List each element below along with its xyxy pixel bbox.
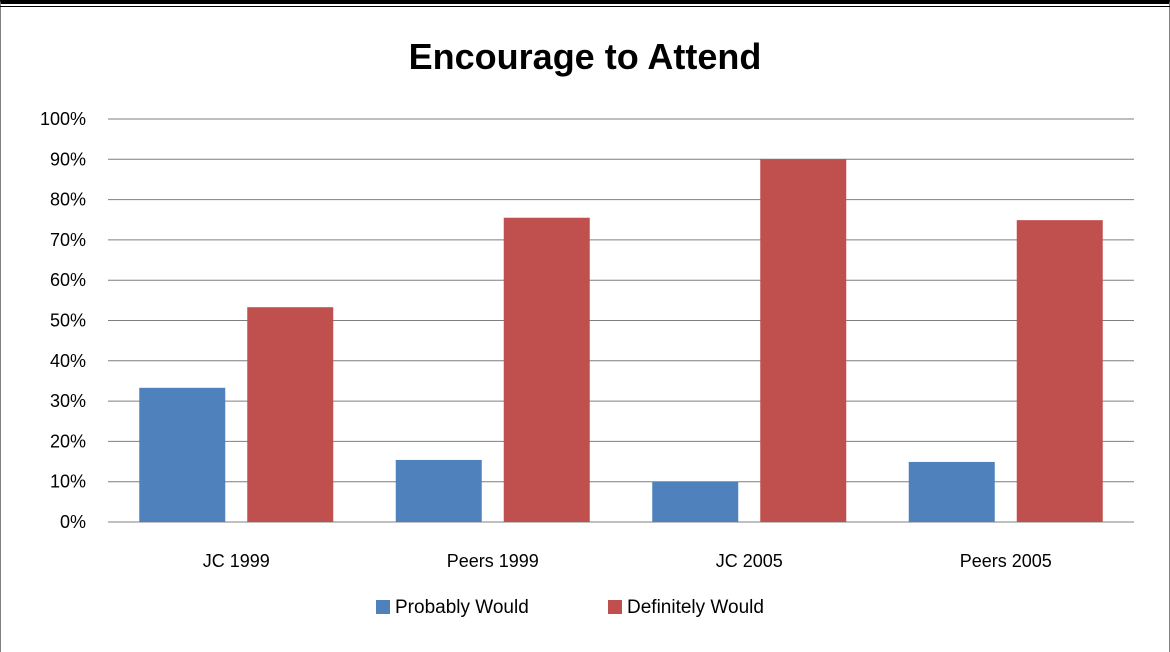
x-category-label: JC 1999 xyxy=(203,551,270,571)
legend-label: Probably Would xyxy=(395,597,529,618)
legend-swatch xyxy=(376,600,390,614)
chart-title: Encourage to Attend xyxy=(408,36,762,77)
bar xyxy=(652,481,739,522)
bar xyxy=(503,217,590,523)
bar xyxy=(139,387,226,522)
x-category-label: Peers 1999 xyxy=(447,551,539,571)
y-tick-label: 90% xyxy=(50,149,86,169)
y-tick-label: 100% xyxy=(40,109,86,129)
bar xyxy=(908,461,995,522)
y-tick-label: 40% xyxy=(50,351,86,371)
y-tick-label: 20% xyxy=(50,431,86,451)
y-tick-label: 0% xyxy=(60,512,86,532)
bar xyxy=(1016,220,1103,522)
x-category-label: Peers 2005 xyxy=(960,551,1052,571)
y-tick-label: 80% xyxy=(50,190,86,210)
y-tick-label: 70% xyxy=(50,230,86,250)
legend-label: Definitely Would xyxy=(627,597,764,618)
bar xyxy=(247,307,334,522)
bar xyxy=(395,459,482,522)
y-tick-label: 10% xyxy=(50,472,86,492)
x-category-label: JC 2005 xyxy=(716,551,783,571)
y-tick-label: 60% xyxy=(50,270,86,290)
y-tick-label: 30% xyxy=(50,391,86,411)
legend-swatch xyxy=(608,600,622,614)
top-rule xyxy=(0,6,1170,7)
bar xyxy=(760,159,847,523)
y-tick-label: 50% xyxy=(50,311,86,331)
